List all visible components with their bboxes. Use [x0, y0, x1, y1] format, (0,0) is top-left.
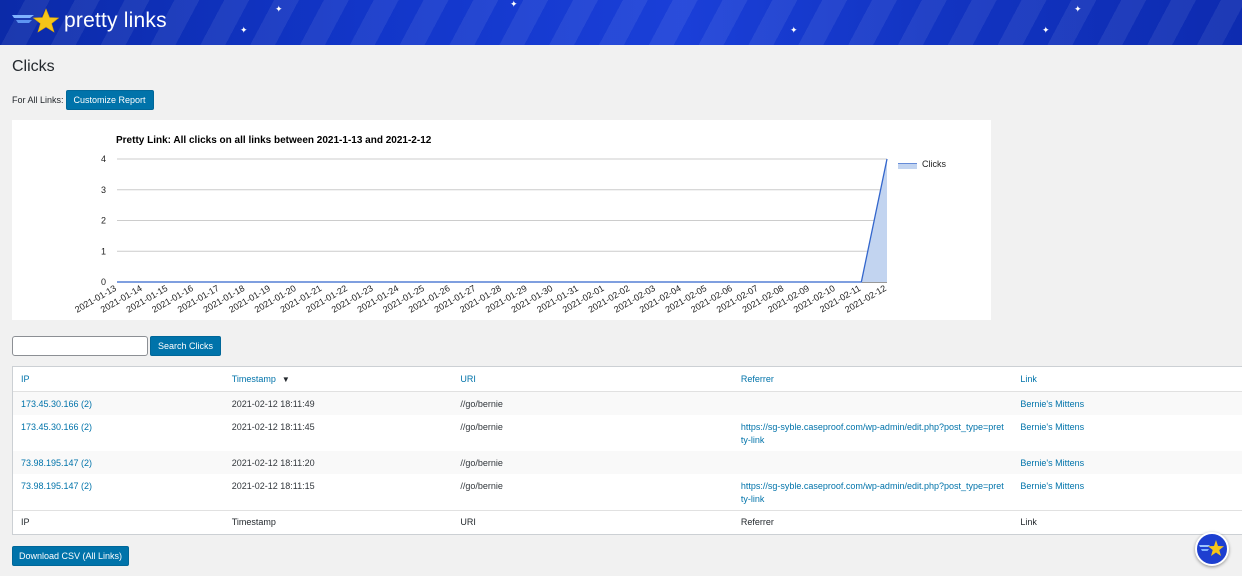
search-row: Search Clicks	[12, 336, 221, 356]
chart-series-area	[116, 158, 888, 283]
legend-label-clicks: Clicks	[922, 159, 946, 169]
clicks-chart-svg: Pretty Link: All clicks on all links bet…	[73, 135, 946, 315]
ip-link[interactable]: 173.45.30.166 (2)	[21, 398, 93, 409]
footer-link: Link	[1012, 509, 1242, 534]
uri-cell: //go/bernie	[460, 457, 503, 468]
table-row: 73.98.195.147 (2) 2021-02-12 18:11:20 //…	[13, 450, 1242, 474]
help-widget-button[interactable]	[1195, 532, 1229, 566]
table-footer-row: IP Timestamp URI Referrer Link	[13, 509, 1242, 534]
clicks-chart: Pretty Link: All clicks on all links bet…	[12, 120, 991, 320]
for-all-links-label: For All Links:	[12, 95, 64, 105]
column-header-ip[interactable]: IP	[13, 367, 224, 392]
star-help-icon	[1199, 540, 1224, 556]
table-row: 173.45.30.166 (2) 2021-02-12 18:11:45 //…	[13, 415, 1242, 451]
sparkle-icon: ✦	[790, 25, 798, 35]
timestamp-cell: 2021-02-12 18:11:45	[231, 421, 315, 432]
referrer-link[interactable]: https://sg-syble.caseproof.com/wp-admin/…	[740, 421, 1004, 445]
chart-grid	[117, 158, 887, 283]
banner-pattern	[0, 0, 1242, 45]
pretty-link-name[interactable]: Bernie's Mittens	[1020, 398, 1085, 409]
table-row: 73.98.195.147 (2) 2021-02-12 18:11:15 //…	[13, 474, 1242, 511]
page-title: Clicks	[12, 58, 55, 75]
column-header-link[interactable]: Link	[1012, 367, 1242, 392]
y-tick-label: 1	[101, 246, 106, 256]
footer-ip: IP	[13, 509, 224, 534]
pretty-link-name[interactable]: Bernie's Mittens	[1020, 480, 1085, 491]
column-header-uri[interactable]: URI	[452, 367, 733, 392]
column-header-referrer[interactable]: Referrer	[732, 367, 1013, 392]
footer-timestamp: Timestamp	[223, 509, 453, 534]
uri-cell: //go/bernie	[460, 480, 503, 491]
footer-uri: URI	[452, 509, 733, 534]
customize-report-button[interactable]: Customize Report	[65, 90, 154, 110]
y-tick-label: 3	[101, 185, 106, 195]
sparkle-icon: ✦	[1042, 25, 1050, 35]
pretty-link-name[interactable]: Bernie's Mittens	[1020, 457, 1085, 468]
table-header-row: IP Timestamp ▼ URI Referrer Link	[13, 367, 1242, 392]
report-filter-row: For All Links: Customize Report	[12, 90, 154, 110]
referrer-link[interactable]: https://sg-syble.caseproof.com/wp-admin/…	[740, 480, 1004, 504]
search-clicks-button[interactable]: Search Clicks	[150, 336, 221, 356]
timestamp-cell: 2021-02-12 18:11:15	[231, 480, 315, 491]
y-tick-label: 0	[101, 277, 106, 287]
brand-name: pretty links	[64, 9, 167, 32]
y-tick-label: 2	[101, 216, 106, 226]
timestamp-cell: 2021-02-12 18:11:20	[231, 457, 315, 468]
clicks-table: IP Timestamp ▼ URI Referrer Link 173.45.3…	[12, 366, 1242, 535]
sparkle-icon: ✦	[1074, 4, 1082, 14]
chart-title: Pretty Link: All clicks on all links bet…	[116, 135, 432, 146]
star-logo-icon	[12, 8, 60, 33]
chart-legend: Clicks	[898, 159, 946, 169]
ip-link[interactable]: 173.45.30.166 (2)	[21, 421, 93, 432]
sparkle-icon: ✦	[275, 4, 283, 14]
table-row: 173.45.30.166 (2) 2021-02-12 18:11:49 //…	[13, 391, 1242, 415]
ip-link[interactable]: 73.98.195.147 (2)	[21, 480, 93, 491]
download-csv-button[interactable]: Download CSV (All Links)	[12, 546, 129, 566]
chart-y-axis: 0 1 2 3 4	[101, 154, 106, 287]
timestamp-cell: 2021-02-12 18:11:49	[231, 398, 315, 409]
column-header-timestamp[interactable]: Timestamp ▼	[223, 367, 453, 392]
ip-link[interactable]: 73.98.195.147 (2)	[21, 457, 93, 468]
uri-cell: //go/bernie	[460, 421, 503, 432]
y-tick-label: 4	[101, 154, 106, 164]
footer-referrer: Referrer	[732, 509, 1013, 534]
search-input[interactable]	[12, 336, 148, 356]
sort-desc-icon: ▼	[281, 374, 290, 384]
sparkle-icon: ✦	[510, 0, 518, 9]
brand-logo[interactable]: pretty links	[12, 7, 167, 35]
uri-cell: //go/bernie	[460, 398, 503, 409]
sparkle-icon: ✦	[240, 25, 248, 35]
pretty-link-name[interactable]: Bernie's Mittens	[1020, 421, 1085, 432]
header-banner: ✦ ✦ ✦ ✦ ✦ ✦ pretty links	[0, 0, 1242, 45]
chart-x-axis: 2021-01-132021-01-142021-01-152021-01-16…	[73, 283, 888, 315]
legend-swatch-clicks	[898, 164, 917, 169]
